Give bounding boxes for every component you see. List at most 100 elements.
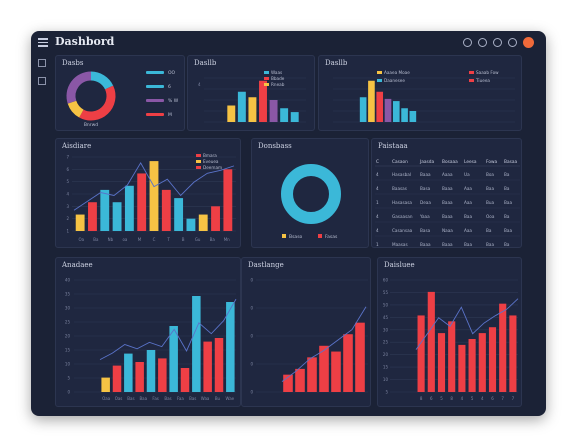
bar: [359, 97, 367, 122]
table-cell: Baaa: [442, 186, 453, 191]
legend-swatch: [146, 113, 164, 116]
panel-title: Daisluee: [384, 261, 415, 269]
y-tick-label: 7: [66, 155, 69, 160]
bar: [112, 365, 122, 392]
x-tick-label: 8: [420, 396, 423, 401]
y-tick-label: 5: [67, 376, 70, 381]
table-cell: Baaa: [442, 242, 453, 247]
bell-icon[interactable]: [493, 38, 502, 47]
table-header-cell: Leesa: [464, 159, 477, 165]
table-cell: 4: [376, 172, 379, 177]
trend-line: [415, 298, 519, 350]
legend-label: Waas: [271, 70, 282, 75]
x-tick-label: 4: [461, 396, 464, 401]
panel-title: Aisdiare: [62, 142, 92, 150]
bar-line-chart-2: 40 35 30 25 20 15 10 5 0 Oaa Oas Bas Baa Fas Bas Faa Bas…: [65, 278, 237, 401]
bar: [478, 333, 486, 392]
x-tick-label: 6: [491, 396, 494, 401]
x-tick-label: Fas: [152, 396, 158, 401]
panel-title: Dasbs: [62, 59, 84, 67]
legend-swatch: [264, 83, 269, 86]
bar: [124, 185, 134, 231]
x-tick-label: Bas: [127, 396, 134, 401]
bar: [401, 108, 408, 122]
table-header-cell: Basaa: [504, 159, 517, 165]
bar: [112, 202, 122, 231]
table-cell: Baaa: [442, 200, 453, 205]
table-cell: Ba: [504, 242, 510, 247]
bar: [226, 302, 235, 392]
menu-icon[interactable]: [38, 38, 48, 47]
x-tick-label: Ba: [93, 237, 99, 242]
bar: [458, 344, 466, 392]
table-cell: Boa: [486, 172, 494, 177]
table-cell: 4: [376, 186, 379, 191]
bar: [137, 173, 147, 231]
y-tick-label: 30: [383, 327, 389, 332]
legend-label: Rneab: [271, 82, 285, 87]
panel-donut-summary: Dasbs Bnrwd OO 6 % W M: [55, 55, 185, 131]
x-tick-label: 7: [512, 396, 515, 401]
table-cell: Aaa: [464, 186, 472, 191]
x-tick-label: Oaa: [102, 396, 111, 401]
x-tick-label: Nb: [108, 237, 114, 242]
y-tick-label: 20: [383, 352, 389, 357]
table-cell: 4: [376, 228, 379, 233]
table-cell: Baa: [464, 214, 472, 219]
table-cell: Baa: [486, 186, 494, 191]
bar: [269, 100, 278, 122]
x-tick-label: 4: [481, 396, 484, 401]
legend-label: M: [168, 112, 172, 118]
legend-swatch: [196, 154, 201, 157]
y-tick-label: 30: [65, 306, 71, 311]
table-cell: 4: [376, 214, 379, 219]
donut-slice: [79, 85, 116, 121]
legend-swatch: [196, 160, 201, 163]
table-cell: Deaa: [420, 200, 431, 205]
table-cell: Baa: [504, 228, 512, 233]
panel-table: Paistaaa C Casaon Jaasda Bosaaa Leesa Fowa Bas…: [371, 138, 522, 251]
legend-label: Saaab Fow: [476, 70, 499, 75]
legend-swatch: [469, 79, 474, 82]
legend-swatch: [377, 79, 382, 82]
bar: [223, 169, 233, 231]
bar: [499, 303, 507, 392]
collapse-icon[interactable]: [38, 59, 46, 67]
bar: [259, 80, 267, 122]
avatar[interactable]: [523, 37, 534, 48]
y-tick-label: 25: [383, 340, 389, 345]
bar: [161, 189, 171, 231]
legend-swatch: [377, 71, 382, 74]
legend-label: Bsaso: [289, 234, 303, 240]
y-tick-label: 5: [385, 390, 388, 395]
x-tick-label: Bas: [189, 396, 196, 401]
table-header-cell: Jaasda: [419, 159, 434, 165]
search-icon[interactable]: [463, 38, 472, 47]
legend-label: % W: [168, 98, 179, 104]
donut-slice: [66, 71, 92, 104]
bar: [343, 334, 353, 392]
settings-icon[interactable]: [508, 38, 517, 47]
bar: [376, 91, 384, 122]
y-tick-label: 0: [250, 306, 253, 311]
table-cell: Basa: [420, 228, 431, 233]
edit-icon[interactable]: [478, 38, 487, 47]
x-tick-label: 5: [440, 396, 443, 401]
x-tick-label: Oas: [115, 396, 123, 401]
x-tick-label: oa: [122, 237, 127, 242]
y-tick-label: 20: [65, 334, 71, 339]
y-tick-label: 3: [66, 204, 69, 209]
document-icon[interactable]: [38, 77, 46, 85]
legend-swatch: [264, 77, 269, 80]
legend-label: Deemam: [203, 165, 222, 170]
donut-chart: Bnrwd OO 6 % W M: [66, 70, 179, 128]
table-cell: Baa: [486, 242, 494, 247]
table-cell: Maasas: [392, 242, 408, 247]
trend-line: [99, 298, 237, 360]
panel-donut-large: Donsbass Bsaso Fasas: [251, 138, 369, 248]
x-tick-label: 6: [430, 396, 433, 401]
y-tick-label: 10: [65, 362, 71, 367]
bar: [186, 218, 196, 231]
x-tick-label: C: [153, 237, 156, 242]
